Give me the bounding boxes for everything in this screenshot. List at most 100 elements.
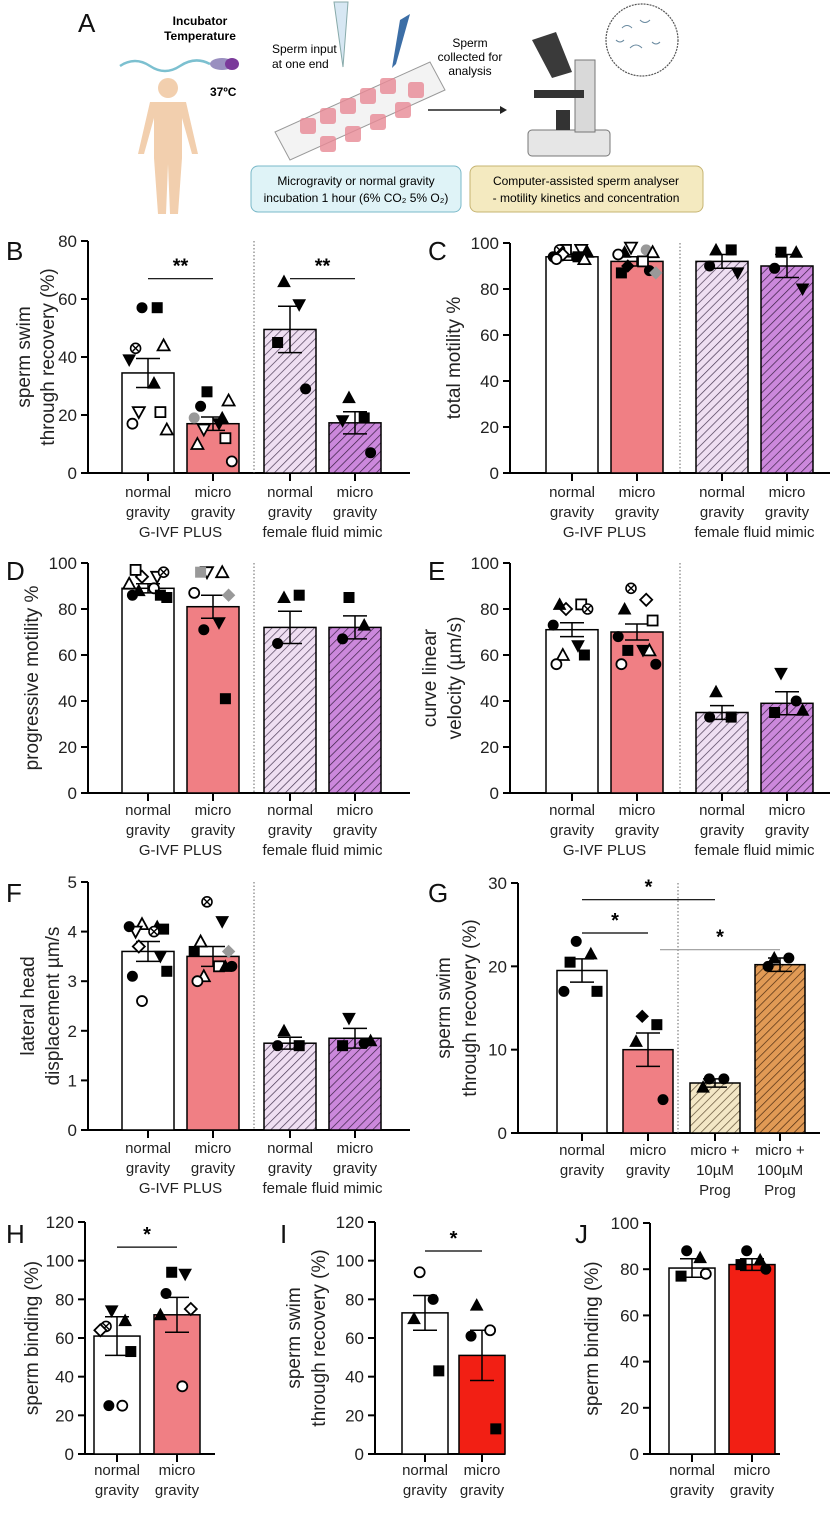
data-point-open-square: [219, 432, 232, 445]
y-tick-label: 80: [620, 1260, 639, 1279]
y-axis-label: sperm binding (%): [582, 1261, 603, 1415]
y-tick-label: 60: [58, 290, 77, 309]
data-point-open-triangle: [555, 647, 571, 661]
panel-label-j: J: [575, 1219, 588, 1249]
y-axis-label: sperm binding (%): [22, 1261, 43, 1415]
data-point-open-circle: [191, 975, 204, 988]
y-tick-label: 60: [55, 1329, 74, 1348]
data-point-circle: [558, 985, 570, 997]
chart-panel-i: I 0 20 40 60 80 100 120 sperm swim through recove…: [280, 1213, 506, 1499]
category-label: 100µM: [757, 1162, 803, 1179]
panel-a-schematic: A Incubator Temperature 37ºC Sperm input…: [78, 1, 704, 214]
y-tick-label: 1: [68, 1071, 77, 1090]
data-point-open-triangle-down: [196, 423, 212, 438]
significance-label: *: [611, 910, 619, 932]
cross-mark: [627, 584, 635, 592]
y-tick-label: 80: [345, 1290, 364, 1309]
y-tick-label: 80: [58, 232, 77, 251]
sperm-collected-label-1: Sperm: [452, 36, 487, 50]
y-tick-label: 100: [46, 1252, 74, 1271]
y-tick-label: 20: [620, 1399, 639, 1418]
data-point-triangle: [789, 245, 804, 258]
data-point-triangle-down: [178, 1268, 192, 1282]
y-tick-label: 0: [490, 464, 499, 483]
data-point-open-square: [129, 564, 142, 576]
category-label: gravity: [670, 1482, 715, 1499]
group-label: female fluid mimic: [262, 842, 383, 859]
category-label: gravity: [550, 504, 595, 521]
sperm-collected-label-3: analysis: [448, 64, 491, 78]
category-label: gravity: [560, 1162, 605, 1179]
y-tick-label: 80: [480, 600, 499, 619]
data-point-circle: [226, 960, 238, 972]
category-label: gravity: [268, 822, 313, 839]
data-point-open-diamond: [638, 592, 654, 608]
bar: [328, 1037, 382, 1131]
data-point-circle: [790, 695, 802, 707]
data-point-circle: [337, 633, 349, 645]
magnified-sperm-view-icon: [605, 3, 679, 77]
bar: [610, 260, 664, 474]
data-point-triangle: [617, 601, 632, 615]
category-label: micro: [630, 1142, 667, 1159]
sperm-input-label-2: at one end: [272, 57, 329, 71]
data-point-square: [158, 923, 170, 935]
data-point-open-circle: [413, 1266, 426, 1279]
data-point-triangle-down: [212, 617, 226, 630]
category-label: micro: [195, 484, 232, 501]
data-point-open-triangle: [221, 392, 237, 407]
y-tick-label: 20: [480, 738, 499, 757]
y-tick-label: 100: [471, 234, 499, 253]
cross-mark: [150, 928, 158, 936]
y-axis-label: through recovery (%): [38, 268, 59, 445]
y-tick-label: 80: [58, 600, 77, 619]
category-label: micro: [337, 484, 374, 501]
data-point-triangle-down: [795, 283, 810, 297]
y-tick-label: 80: [480, 280, 499, 299]
data-point-circle: [300, 383, 312, 395]
data-point-triangle-down: [730, 267, 745, 280]
category-label: micro: [337, 1140, 374, 1157]
category-label: micro: [195, 1140, 232, 1157]
y-tick-label: 20: [58, 406, 77, 425]
data-point-triangle: [693, 1250, 707, 1264]
y-tick-label: 5: [68, 873, 77, 892]
data-point-square: [201, 386, 213, 398]
category-label: gravity: [333, 504, 378, 521]
category-label: gravity: [550, 822, 595, 839]
data-point-circle: [272, 1040, 284, 1052]
category-label: gravity: [626, 1162, 671, 1179]
y-tick-label: 120: [46, 1213, 74, 1232]
category-label: normal: [267, 484, 313, 501]
data-point-square: [293, 589, 305, 601]
y-axis-label: curve linear: [420, 628, 441, 727]
data-point-square: [775, 246, 787, 258]
data-point-gray-circle: [188, 412, 200, 424]
data-point-gray-diamond: [221, 588, 236, 602]
y-tick-label: 40: [345, 1368, 364, 1387]
category-label: gravity: [95, 1482, 140, 1499]
y-tick-label: 40: [58, 692, 77, 711]
bar: [695, 260, 749, 474]
data-point-square: [293, 1040, 305, 1052]
group-label: G-IVF PLUS: [139, 1180, 222, 1197]
y-tick-label: 3: [68, 972, 77, 991]
human-figure-icon: [138, 78, 198, 214]
data-point-open-triangle: [156, 337, 172, 352]
chart-panel-e: E 0 20 40 60 80 100 curve linear velocity (µm/s)…: [420, 554, 830, 859]
data-point-open-diamond: [93, 1322, 108, 1338]
data-point-circle: [703, 1073, 715, 1085]
data-point-open-diamond: [183, 1301, 199, 1317]
data-point-open-triangle-down: [573, 244, 589, 258]
data-point-square: [219, 693, 231, 705]
data-point-circle: [126, 970, 138, 982]
data-point-triangle: [552, 597, 567, 610]
y-axis-label: sperm swim: [284, 1287, 305, 1388]
data-point-open-square: [637, 255, 649, 268]
panel-label-d: D: [6, 556, 25, 586]
data-point-circle: [718, 1073, 730, 1085]
y-axis-label: through recovery (%): [460, 919, 481, 1096]
panel-label-a: A: [78, 8, 96, 38]
data-point-open-circle: [126, 417, 139, 430]
